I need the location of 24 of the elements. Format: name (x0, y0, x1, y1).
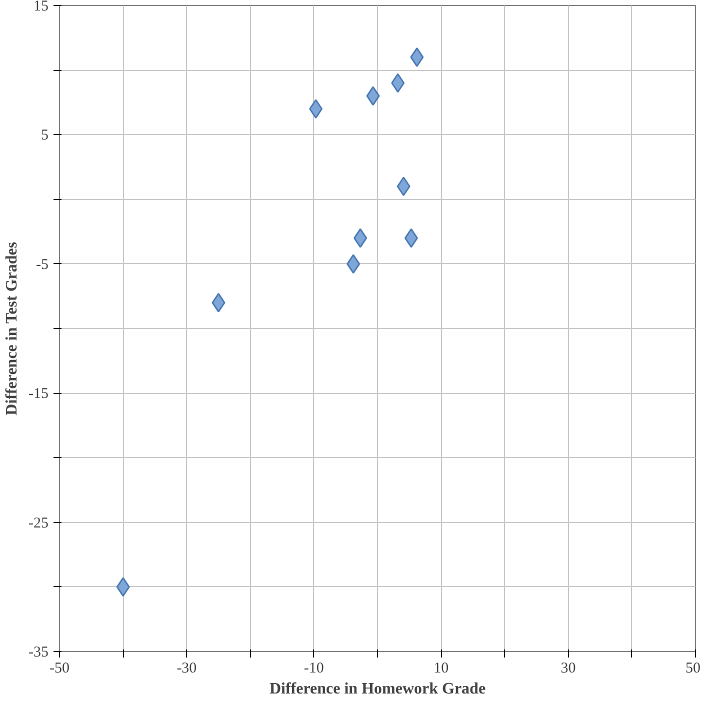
point (309, 99, 323, 119)
y-tick-label: -35 (28, 644, 49, 660)
x-tick-label: 10 (434, 660, 449, 676)
y-tick-label: 15 (34, 0, 48, 14)
point (354, 228, 368, 248)
x-tick-label: 50 (686, 660, 700, 676)
y-tick-label: 5 (41, 128, 48, 144)
x-tick-label: -30 (176, 660, 197, 676)
point (404, 228, 418, 248)
y-tick-label: -15 (28, 386, 49, 402)
point (116, 577, 130, 597)
point (212, 292, 226, 312)
point (366, 86, 380, 106)
x-tick-label: -50 (50, 660, 70, 676)
point (346, 254, 360, 274)
y-axis-title: Difference in Test Grades (4, 242, 21, 416)
y-tick-label: -25 (28, 515, 49, 532)
point (396, 176, 410, 196)
point (391, 73, 405, 93)
y-tick-label: -5 (36, 256, 49, 273)
x-axis-title: Difference in Homework Grade (269, 680, 486, 698)
point (410, 47, 424, 67)
x-tick-label: -10 (304, 660, 324, 676)
x-tick-label: 30 (560, 660, 576, 676)
